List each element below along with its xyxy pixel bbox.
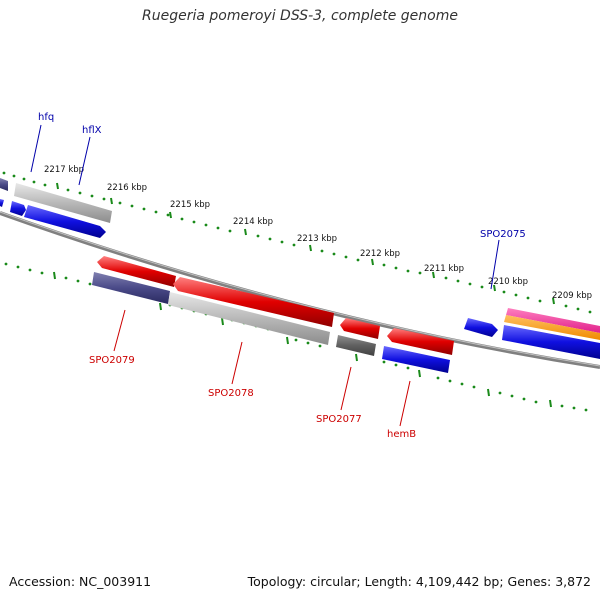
tick-label-2215: 2215 kbp bbox=[170, 200, 210, 210]
gene-label-SPO2079[interactable]: SPO2079 bbox=[89, 355, 135, 366]
cds-right-blue bbox=[502, 325, 600, 359]
tick-label-2209: 2209 kbp bbox=[552, 291, 592, 301]
tick-label-2216: 2216 kbp bbox=[107, 183, 147, 193]
genome-backbone bbox=[0, 211, 600, 369]
cds-hflX-blue bbox=[24, 205, 106, 238]
cds-SPO2078-gray bbox=[168, 292, 330, 345]
gene-label-hemB[interactable]: hemB bbox=[387, 429, 416, 440]
cds-SPO2078-red bbox=[173, 277, 334, 327]
outer-tick-row bbox=[2, 171, 592, 314]
gene-label-hflX[interactable]: hflX bbox=[82, 125, 102, 136]
accession-text: Accession: NC_003911 bbox=[9, 574, 152, 589]
gene-label-hfq[interactable]: hfq bbox=[38, 112, 54, 123]
cds-right-pink bbox=[506, 308, 600, 333]
genome-backbone-highlight bbox=[0, 211, 600, 367]
tick-label-2213: 2213 kbp bbox=[297, 234, 337, 244]
reverse-leader-lines bbox=[113, 309, 411, 427]
forward-leader-lines bbox=[30, 124, 500, 290]
cds-SPO2079-dark bbox=[92, 272, 170, 304]
cds-leftedge-blue bbox=[0, 199, 4, 207]
gene-label-SPO2077[interactable]: SPO2077 bbox=[316, 414, 362, 425]
cds-SPO2077-darkgray bbox=[336, 335, 376, 356]
cds-SPO2079-red bbox=[97, 256, 176, 287]
cds-SPO2075-blue bbox=[464, 318, 498, 337]
inner-major-ticks bbox=[53, 271, 552, 408]
genome-summary-text: Topology: circular; Length: 4,109,442 bp… bbox=[247, 574, 591, 589]
cds-hfq-gray bbox=[14, 183, 112, 223]
tick-label-2214: 2214 kbp bbox=[233, 217, 273, 227]
outer-major-ticks bbox=[56, 182, 555, 305]
tick-label-2211: 2211 kbp bbox=[424, 264, 464, 274]
tick-label-2212: 2212 kbp bbox=[360, 249, 400, 259]
map-title: Ruegeria pomeroyi DSS-3, complete genome bbox=[142, 8, 458, 24]
tick-label-2210: 2210 kbp bbox=[488, 277, 528, 287]
gene-label-SPO2078[interactable]: SPO2078 bbox=[208, 388, 254, 399]
cds-leftedge-dark bbox=[0, 178, 8, 191]
cds-SPO2077-red bbox=[340, 318, 380, 339]
gene-label-SPO2075[interactable]: SPO2075 bbox=[480, 229, 526, 240]
cds-hemB-red bbox=[387, 328, 454, 355]
cds-hfq-blue bbox=[10, 201, 26, 216]
cds-right-orange bbox=[504, 315, 600, 340]
tick-label-2217: 2217 kbp bbox=[44, 165, 84, 175]
cds-hemB-blue bbox=[382, 346, 450, 373]
